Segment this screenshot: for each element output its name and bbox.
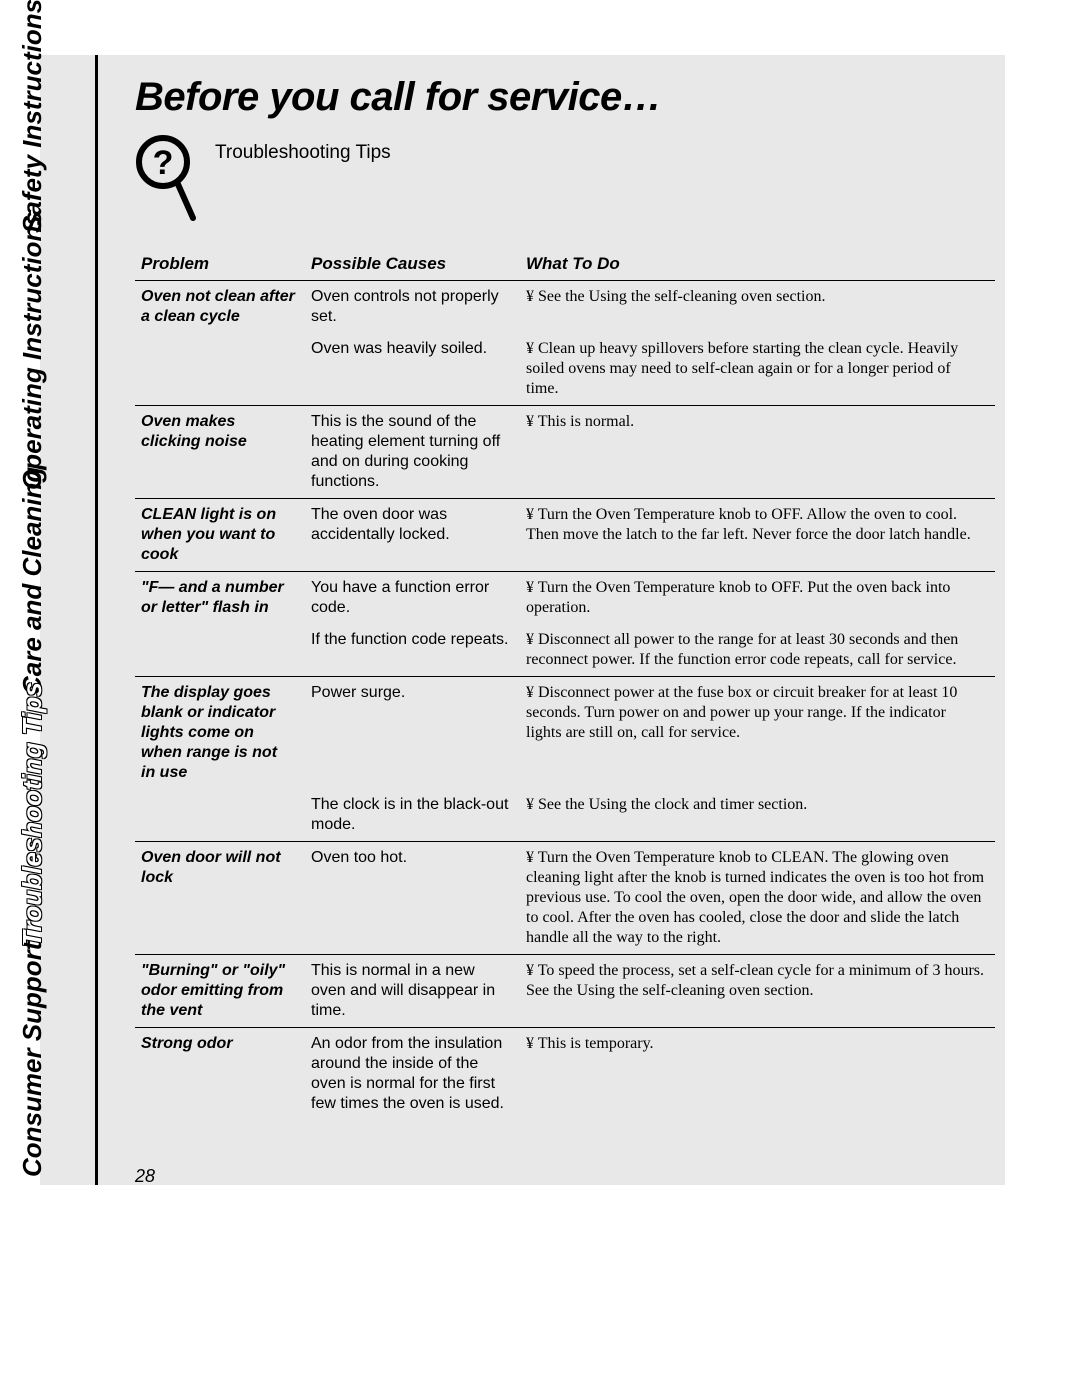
table-cell-problem: "Burning" or "oily" odor emitting from t… [135,955,305,1028]
table-cell-cause: The oven door was accidentally locked. [305,499,520,572]
table-cell-todo: ¥ Turn the Oven Temperature knob to CLEA… [520,842,995,955]
table-cell-todo: ¥ Disconnect power at the fuse box or ci… [520,677,995,790]
sidebar-item-care: Care and Cleaning [17,467,48,695]
table-cell-cause: Power surge. [305,677,520,790]
sidebar-item-operating: Operating Instructions [17,211,48,490]
page-number: 28 [135,1166,155,1187]
sidebar-item-support: Consumer Support [17,942,48,1177]
th-causes: Possible Causes [305,248,520,281]
table-cell-todo: ¥ Turn the Oven Temperature knob to OFF.… [520,499,995,572]
table-cell-todo: ¥ Turn the Oven Temperature knob to OFF.… [520,572,995,625]
table-cell-problem: Oven door will not lock [135,842,305,955]
table-cell-cause: This is the sound of the heating element… [305,406,520,499]
sidebar-item-safety: Safety Instructions [17,0,48,233]
table-cell-todo: ¥ This is normal. [520,406,995,499]
table-cell-problem [135,789,305,842]
table-cell-todo: ¥ See the Using the self-cleaning oven s… [520,281,995,334]
question-magnifier-icon: ? [135,134,197,222]
table-cell-problem: CLEAN light is on when you want to cook [135,499,305,572]
table-cell-cause: This is normal in a new oven and will di… [305,955,520,1028]
table-cell-problem: Oven makes clicking noise [135,406,305,499]
table-cell-cause: Oven too hot. [305,842,520,955]
sidebar-nav: Safety Instructions Operating Instructio… [48,55,98,1185]
table-cell-cause: An odor from the insulation around the i… [305,1028,520,1121]
subhead-text: Troubleshooting Tips [215,142,391,164]
main-content: Before you call for service… ? Troublesh… [135,75,995,1120]
table-cell-problem: The display goes blank or indicator ligh… [135,677,305,790]
sidebar-item-troubleshooting: Troubleshooting Tips [17,682,48,947]
troubleshooting-table: Problem Possible Causes What To Do Oven … [135,248,995,1120]
th-problem: Problem [135,248,305,281]
page-title: Before you call for service… [135,75,995,120]
table-cell-todo: ¥ This is temporary. [520,1028,995,1121]
table-cell-cause: The clock is in the black-out mode. [305,789,520,842]
table-cell-problem [135,333,305,406]
table-cell-problem: Oven not clean after a clean cycle [135,281,305,334]
th-todo: What To Do [520,248,995,281]
table-cell-todo: ¥ To speed the process, set a self-clean… [520,955,995,1028]
table-cell-cause: You have a function error code. [305,572,520,625]
table-cell-todo: ¥ Clean up heavy spillovers before start… [520,333,995,406]
table-cell-cause: Oven controls not properly set. [305,281,520,334]
subhead-row: ? Troubleshooting Tips [135,134,995,222]
table-cell-cause: Oven was heavily soiled. [305,333,520,406]
table-cell-cause: If the function code repeats. [305,624,520,677]
table-cell-todo: ¥ Disconnect all power to the range for … [520,624,995,677]
table-cell-problem: "F— and a number or letter" flash in [135,572,305,625]
table-cell-todo: ¥ See the Using the clock and timer sect… [520,789,995,842]
svg-text:?: ? [153,144,174,182]
table-cell-problem: Strong odor [135,1028,305,1121]
table-cell-problem [135,624,305,677]
